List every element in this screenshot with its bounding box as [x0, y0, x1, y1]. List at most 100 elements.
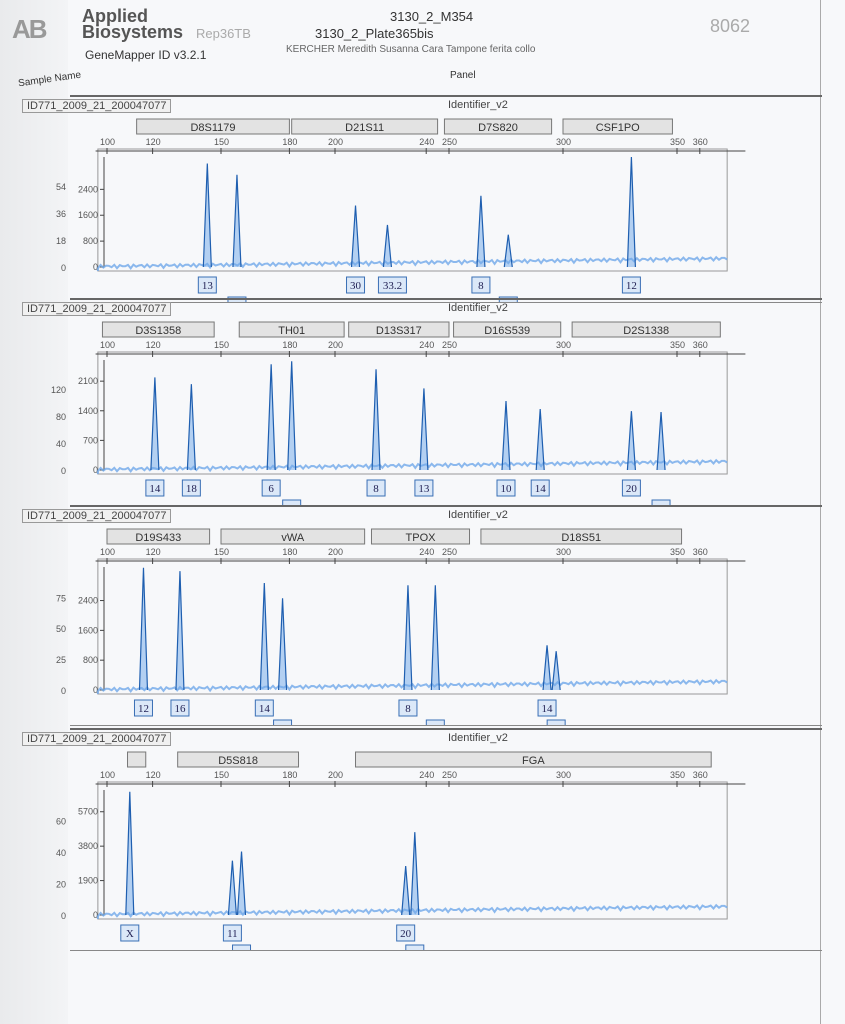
size-axis-tick-label: 180 [282, 770, 297, 780]
sample-name: ID771_2009_21_200047077 [22, 732, 172, 746]
marker-bin [348, 321, 450, 338]
rfu-axis-tick-label: 0 [93, 262, 98, 272]
size-axis-tick-label: 180 [282, 340, 297, 350]
secondary-axis-tick-label: 0 [61, 911, 66, 921]
sample-name: ID771_2009_21_200047077 [22, 99, 172, 113]
marker-bin [136, 118, 290, 135]
electropherogram-panel: ID771_2009_21_200047077 Identifier_v2 D5S8… [22, 728, 822, 951]
size-axis-tick-label: 120 [146, 770, 161, 780]
size-axis-tick-label: 150 [214, 547, 229, 557]
panel-name: Identifier_v2 [448, 99, 508, 111]
peak [150, 377, 160, 471]
secondary-axis-tick-label: 40 [56, 848, 66, 858]
applied-biosystems-logo: AB Applied Biosystems [12, 7, 183, 45]
allele-call-box [537, 699, 557, 717]
allele-call-box [232, 944, 252, 950]
marker-bin-label: vWA [281, 532, 304, 544]
size-axis-tick-label: 100 [100, 340, 115, 350]
peak [626, 411, 636, 471]
page-border [820, 0, 821, 1024]
ab-logo-mark: AB [12, 14, 48, 44]
allele-call-box [145, 479, 165, 497]
rfu-axis-tick-label: 1400 [78, 406, 98, 416]
baseline-trace [96, 255, 728, 272]
size-axis-tick-label: 300 [556, 770, 571, 780]
peak [401, 866, 411, 916]
peak [382, 224, 393, 268]
marker-bin [291, 118, 439, 135]
allele-call-label: X [126, 928, 134, 940]
allele-call-box [366, 479, 386, 497]
size-axis-tick-label: 350 [670, 340, 685, 350]
marker-bin [238, 321, 345, 338]
peak [410, 832, 420, 916]
allele-call-box [120, 924, 140, 942]
size-axis-tick-label: 120 [146, 340, 161, 350]
marker-bin-label: D5S818 [218, 755, 258, 767]
allele-call-label: 30 [350, 280, 362, 292]
allele-call-label: 33.2 [383, 280, 402, 292]
allele-call-box [254, 699, 274, 717]
size-axis-tick-label: 150 [214, 770, 229, 780]
size-axis-tick-label: 350 [670, 547, 685, 557]
marker-bin-label: D19S433 [135, 532, 181, 544]
peak [186, 384, 196, 471]
rfu-axis-tick-label: 3800 [78, 841, 98, 851]
marker-bin-label: TPOX [406, 532, 437, 544]
peak [287, 361, 297, 471]
allele-call-label: 21 [409, 948, 420, 950]
size-axis-tick-label: 360 [693, 770, 708, 780]
sample-name: ID771_2009_21_200047077 [22, 509, 172, 523]
marker-bin [106, 528, 211, 545]
plot-frame [97, 558, 728, 695]
allele-call-box [621, 479, 641, 497]
size-axis-tick-label: 120 [146, 137, 161, 147]
allele-call-label: 8 [478, 280, 484, 292]
marker-bin-label: TH01 [278, 325, 305, 337]
allele-call-box [398, 699, 418, 717]
size-axis-tick-label: 240 [419, 547, 434, 557]
size-axis-tick-label: 150 [214, 137, 229, 147]
panel-name: Identifier_v2 [448, 302, 508, 314]
marker-bin [480, 528, 683, 545]
allele-call-box [133, 699, 153, 717]
allele-call-label: 13 [202, 280, 214, 292]
allele-call-label: 11 [227, 928, 238, 940]
allele-call-label: 12 [138, 703, 149, 715]
secondary-axis-tick-label: 40 [56, 439, 66, 449]
allele-call-label: 11 [503, 300, 514, 302]
rfu-axis-tick-label: 800 [83, 236, 98, 246]
baseline-trace [96, 458, 728, 475]
allele-call-label: 6 [268, 483, 274, 495]
rfu-axis-tick-label: 800 [83, 655, 98, 665]
secondary-axis-tick-label: 25 [56, 655, 66, 665]
allele-call-box [405, 944, 425, 950]
peak [175, 571, 185, 691]
allele-call-label: 18 [186, 483, 198, 495]
size-axis-tick-label: 360 [693, 340, 708, 350]
allele-call-label: 20 [400, 928, 412, 940]
electropherogram-panel: ID771_2009_21_200047077 Identifier_v2 D3S1… [22, 298, 822, 506]
marker-bin-label: FGA [522, 755, 545, 767]
allele-call-box [396, 924, 416, 942]
brand-name: Applied Biosystems [82, 6, 184, 42]
peak [266, 364, 276, 471]
electropherogram-panel: ID771_2009_21_200047077 Identifier_v2 D19S… [22, 505, 822, 726]
size-axis-tick-label: 350 [670, 137, 685, 147]
peak [626, 156, 636, 268]
rfu-axis-tick-label: 700 [83, 435, 98, 445]
peak [277, 598, 288, 691]
marker-bin [220, 528, 366, 545]
allele-call-box [621, 276, 641, 294]
rfu-axis-tick-label: 2100 [78, 376, 98, 386]
size-axis-tick-label: 300 [556, 547, 571, 557]
rfu-axis-tick-label: 0 [93, 910, 98, 920]
secondary-axis-tick-label: 18 [56, 236, 66, 246]
size-axis-tick-label: 250 [442, 770, 457, 780]
size-axis-tick-label: 250 [442, 340, 457, 350]
size-axis-tick-label: 300 [556, 340, 571, 350]
marker-bin-label: D7S820 [478, 122, 518, 134]
rfu-axis-tick-label: 1900 [78, 876, 98, 886]
